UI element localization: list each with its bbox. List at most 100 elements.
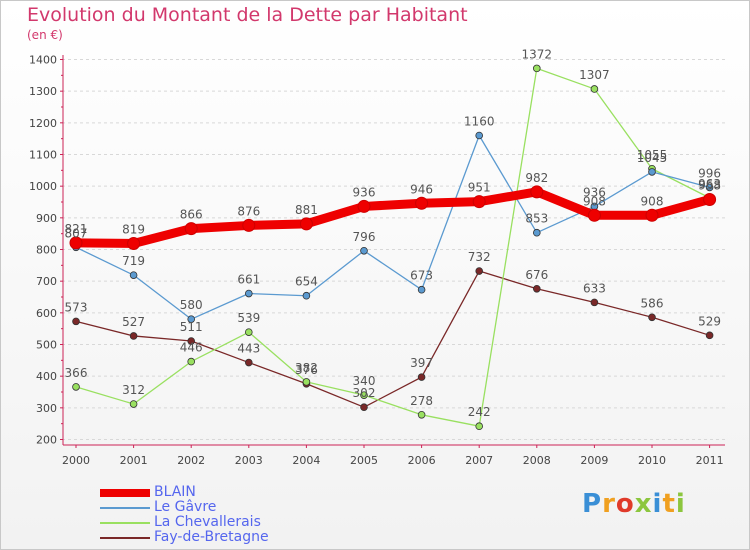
data-point-2: [187, 357, 196, 366]
data-label-1: 661: [237, 273, 260, 287]
data-point-0: [69, 236, 83, 250]
data-label-0: 946: [410, 182, 433, 196]
y-tick-label: 300: [36, 402, 57, 415]
logo-letter: t: [662, 489, 676, 519]
data-point-3: [648, 313, 656, 322]
data-label-3: 443: [237, 342, 260, 356]
data-point-0: [184, 222, 198, 236]
series-line-1: [75, 134, 711, 320]
logo-letter: i: [675, 489, 686, 519]
data-label-1: 673: [410, 269, 433, 283]
data-label-2: 963: [698, 177, 721, 191]
y-tick-label: 400: [36, 370, 57, 383]
data-label-1: 580: [180, 298, 203, 312]
legend-item-la-chevallerais: La Chevallerais: [100, 514, 350, 530]
logo-letter: P: [582, 489, 603, 519]
logo-letter: o: [615, 489, 635, 519]
data-point-1: [245, 289, 253, 298]
y-tick-label: 200: [36, 434, 57, 447]
x-tick-label: 2011: [696, 454, 724, 467]
data-point-1: [705, 183, 714, 192]
y-tick-label: 800: [36, 244, 57, 257]
data-point-3: [360, 403, 368, 412]
data-point-0: [530, 185, 544, 199]
data-point-3: [129, 332, 138, 340]
data-label-3: 376: [295, 363, 318, 377]
data-point-3: [245, 358, 253, 367]
data-label-2: 312: [122, 383, 145, 397]
data-point-1: [532, 228, 541, 237]
legend-item-fay-de-bretagne: Fay-de-Bretagne: [100, 529, 350, 545]
data-point-0: [357, 199, 371, 213]
data-label-2: 242: [468, 405, 491, 419]
data-label-2: 1055: [637, 148, 668, 162]
data-point-2: [302, 378, 311, 386]
data-point-2: [245, 328, 253, 336]
data-label-3: 676: [525, 268, 548, 282]
data-point-3: [705, 331, 714, 340]
data-point-0: [645, 208, 659, 222]
data-label-3: 529: [698, 314, 721, 328]
data-label-0: 866: [180, 208, 203, 222]
x-tick-label: 2005: [350, 454, 378, 467]
data-point-3: [72, 317, 80, 326]
data-label-0: 958: [698, 178, 721, 192]
data-label-0: 951: [468, 181, 491, 195]
x-tick-label: 2004: [292, 454, 320, 467]
data-label-1: 719: [122, 254, 145, 268]
x-tick-label: 2010: [638, 454, 666, 467]
data-label-1: 807: [65, 226, 88, 240]
data-point-1: [417, 285, 426, 294]
data-label-3: 586: [641, 296, 664, 310]
data-label-1: 796: [353, 230, 376, 244]
data-label-3: 397: [410, 356, 433, 370]
data-point-2: [360, 391, 368, 399]
legend-label-fay-de-bretagne: Fay-de-Bretagne: [154, 529, 269, 545]
chart-subtitle: (en €): [27, 28, 63, 42]
data-point-0: [127, 236, 141, 250]
x-tick-label: 2006: [408, 454, 436, 467]
data-label-2: 539: [237, 311, 260, 325]
logo-letter: i: [652, 489, 663, 519]
data-point-3: [417, 373, 426, 381]
x-tick-label: 2000: [62, 454, 90, 467]
data-label-2: 278: [410, 394, 433, 408]
data-label-1: 936: [583, 185, 606, 199]
legend-label-le-gavre: Le Gâvre: [154, 499, 217, 515]
y-tick-label: 600: [36, 307, 57, 320]
data-point-0: [242, 218, 256, 232]
data-point-1: [360, 246, 368, 255]
data-label-3: 732: [468, 250, 491, 264]
legend-swatch-fay-de-bretagne: [100, 537, 150, 539]
data-label-3: 511: [180, 320, 203, 334]
data-point-0: [299, 217, 313, 231]
data-point-3: [475, 267, 484, 275]
data-point-1: [302, 291, 311, 300]
legend-swatch-la-chevallerais: [100, 522, 150, 524]
data-point-0: [472, 195, 486, 209]
data-label-3: 302: [353, 386, 376, 400]
data-label-3: 527: [122, 315, 145, 329]
data-label-1: 853: [525, 212, 548, 226]
data-label-0: 821: [65, 222, 88, 236]
data-point-3: [590, 298, 599, 307]
logo-letter: r: [602, 489, 616, 519]
data-label-0: 819: [122, 222, 145, 236]
data-point-2: [129, 400, 138, 408]
data-label-1: 996: [698, 166, 721, 180]
data-point-0: [703, 192, 717, 206]
chart-title: Evolution du Montant de la Dette par Hab…: [27, 4, 468, 26]
y-tick-label: 1400: [29, 54, 57, 67]
data-label-2: 382: [295, 361, 318, 375]
data-label-1: 1045: [637, 151, 668, 165]
y-tick-label: 1000: [29, 180, 57, 193]
y-tick-label: 500: [36, 339, 57, 352]
x-tick-label: 2009: [580, 454, 608, 467]
data-point-2: [532, 64, 541, 73]
data-label-2: 366: [65, 366, 88, 380]
legend-item-le-gavre: Le Gâvre: [100, 499, 350, 515]
data-label-2: 446: [180, 341, 203, 355]
chart-legend: BLAIN Le Gâvre La Chevallerais Fay-de-Br…: [100, 484, 350, 545]
data-point-1: [129, 271, 138, 279]
